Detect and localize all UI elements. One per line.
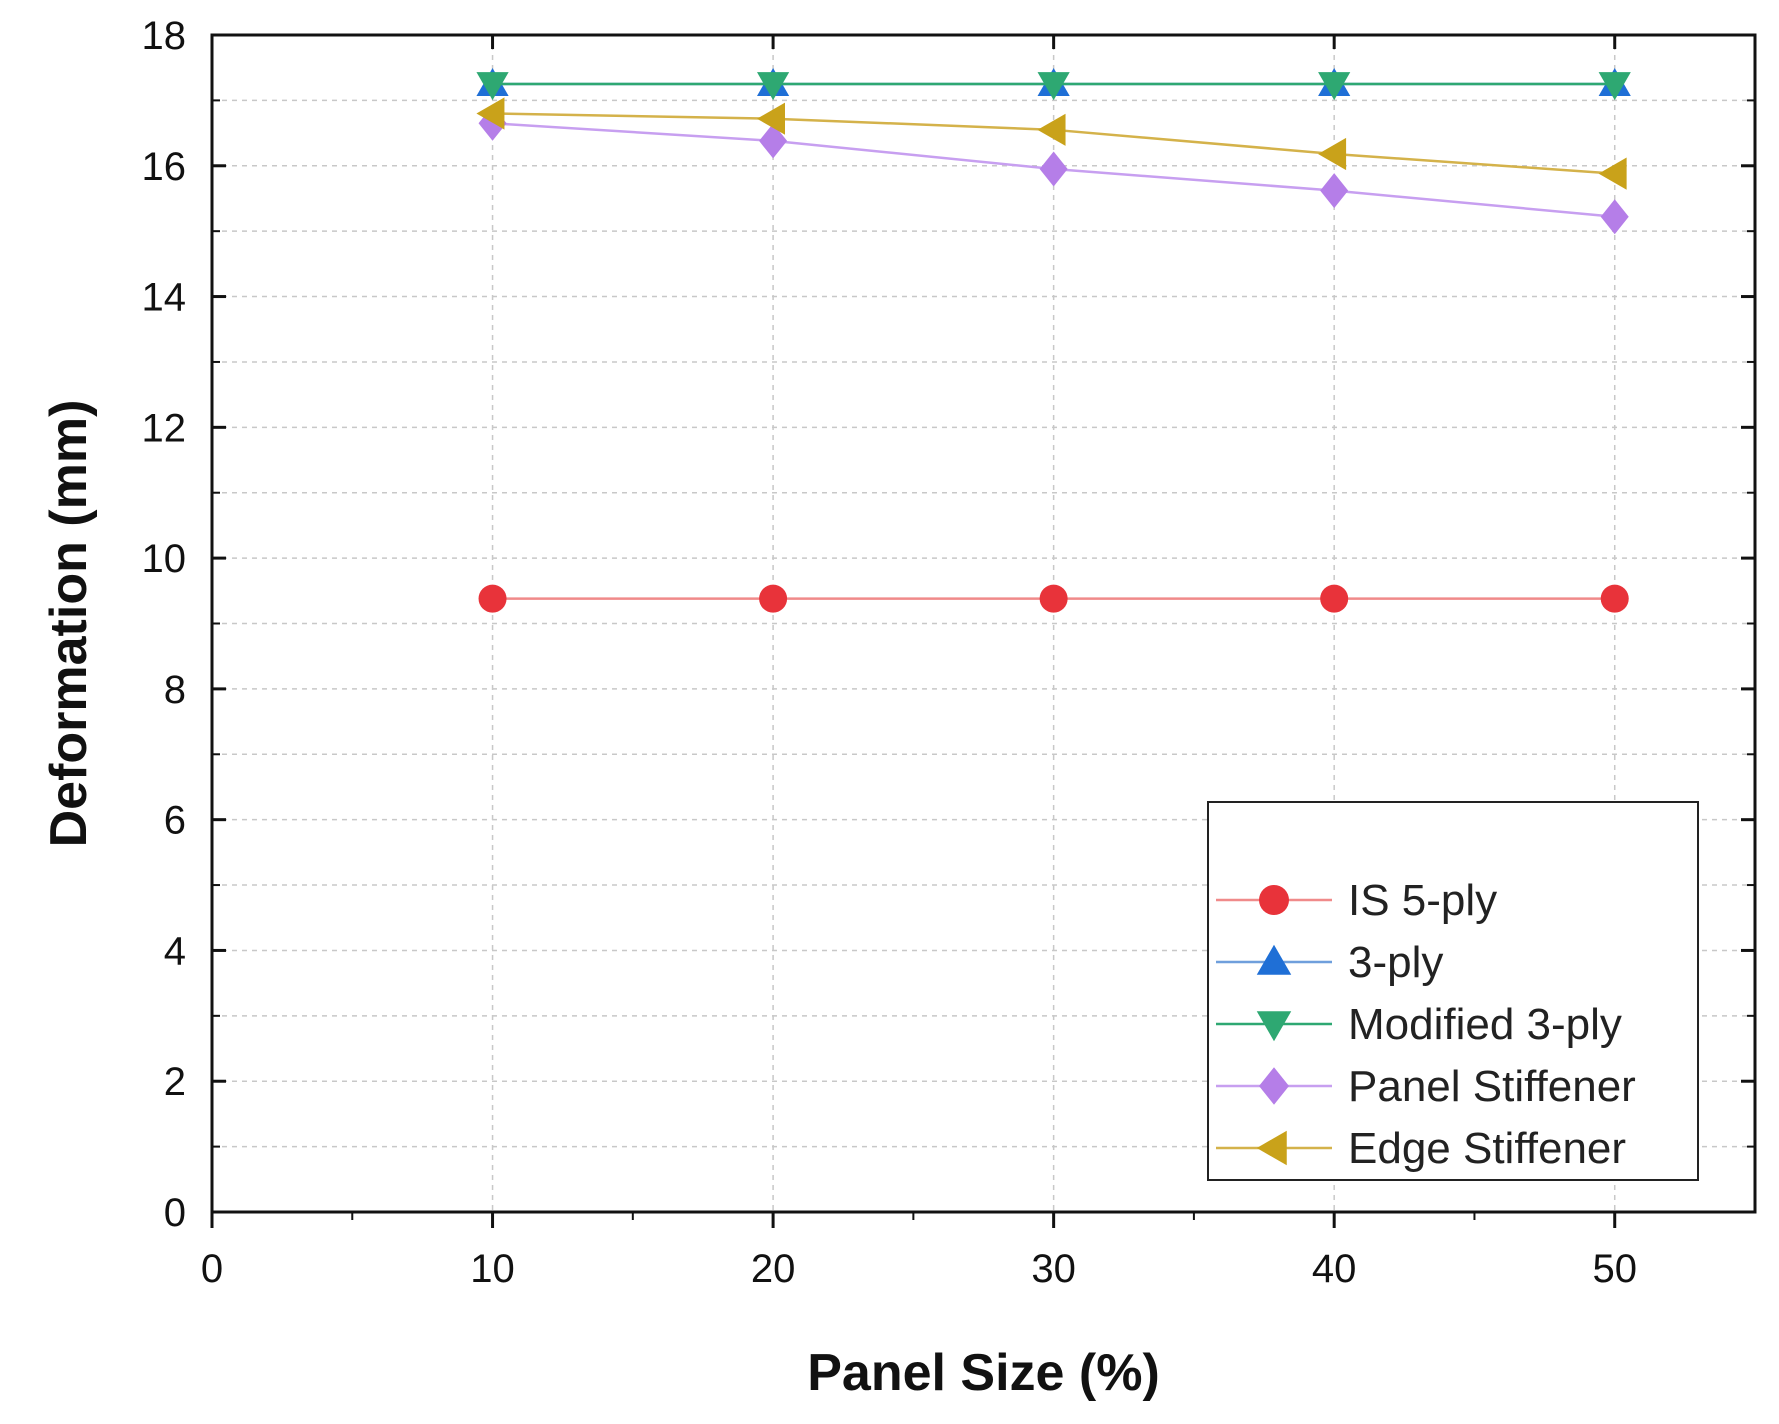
series-is-5-ply [478, 584, 1629, 613]
x-tick-label: 50 [1592, 1247, 1637, 1291]
data-point-triangle-left [1037, 113, 1066, 146]
y-tick-label: 2 [164, 1060, 186, 1104]
x-axis-title: Panel Size (%) [807, 1344, 1160, 1402]
x-tick-label: 30 [1031, 1247, 1076, 1291]
legend-item: Modified 3-ply [1216, 1000, 1622, 1049]
legend-item: 3-ply [1216, 938, 1443, 987]
y-tick-label: 16 [142, 145, 187, 189]
data-point-triangle-down [756, 72, 790, 101]
y-tick-label: 0 [164, 1191, 186, 1235]
y-tick-label: 14 [142, 276, 187, 320]
y-tick-label: 10 [142, 537, 187, 581]
x-tick-label: 10 [470, 1247, 515, 1291]
data-point-triangle-left [756, 102, 785, 135]
x-tick-label: 0 [201, 1247, 223, 1291]
legend-marker-diamond [1259, 1067, 1289, 1105]
y-tick-label: 18 [142, 14, 187, 58]
data-point-triangle-down [1318, 72, 1351, 101]
legend-item: Edge Stiffener [1216, 1124, 1626, 1173]
legend-marker-triangle-down [1256, 1011, 1292, 1042]
y-tick-label: 8 [164, 668, 186, 712]
data-point-circle [759, 584, 788, 613]
legend-label: 3-ply [1348, 938, 1443, 987]
data-point-triangle-down [476, 72, 509, 101]
x-tick-label: 40 [1312, 1247, 1357, 1291]
data-point-diamond [1600, 199, 1629, 235]
legend-label: Edge Stiffener [1348, 1124, 1626, 1173]
legend-item: Panel Stiffener [1216, 1062, 1636, 1111]
legend-marker-triangle-up [1256, 944, 1292, 975]
legend-box [1207, 801, 1699, 1181]
legend-marker-circle [1259, 885, 1289, 915]
data-point-triangle-down [1037, 72, 1070, 101]
data-point-circle [478, 584, 507, 613]
data-point-triangle-down [1598, 72, 1631, 101]
legend-label: Panel Stiffener [1348, 1062, 1636, 1111]
data-point-circle [1600, 584, 1629, 613]
y-tick-label: 4 [164, 929, 186, 973]
x-tick-label: 20 [751, 1247, 796, 1291]
data-point-circle [1039, 584, 1068, 613]
data-point-diamond [759, 123, 788, 159]
data-point-circle [1320, 584, 1349, 613]
grid-lines [212, 35, 1755, 1212]
data-point-triangle-left [1598, 157, 1627, 190]
data-point-diamond [1039, 151, 1068, 187]
data-point-triangle-left [1318, 137, 1347, 171]
legend-label: IS 5-ply [1348, 876, 1497, 925]
legend-label: Modified 3-ply [1348, 1000, 1622, 1049]
series-modified-3-ply [476, 72, 1631, 101]
y-tick-label: 12 [142, 406, 187, 450]
y-axis-title: Deformation (mm) [40, 400, 98, 848]
data-point-triangle-left [476, 97, 505, 130]
series-layer [476, 67, 1631, 613]
legend-item: IS 5-ply [1216, 876, 1497, 925]
data-point-diamond [1320, 173, 1349, 209]
legend-marker-triangle-left [1256, 1130, 1287, 1166]
series-edge-stiffener [476, 97, 1627, 190]
axis-ticks: 0 2 4 6 8 10 12 14 16 18 0 10 20 30 40 50 [142, 14, 1755, 1291]
legend: IS 5-ply 3-ply Modified 3-ply Panel Stiffen… [1207, 801, 1699, 1181]
y-tick-label: 6 [164, 799, 186, 843]
